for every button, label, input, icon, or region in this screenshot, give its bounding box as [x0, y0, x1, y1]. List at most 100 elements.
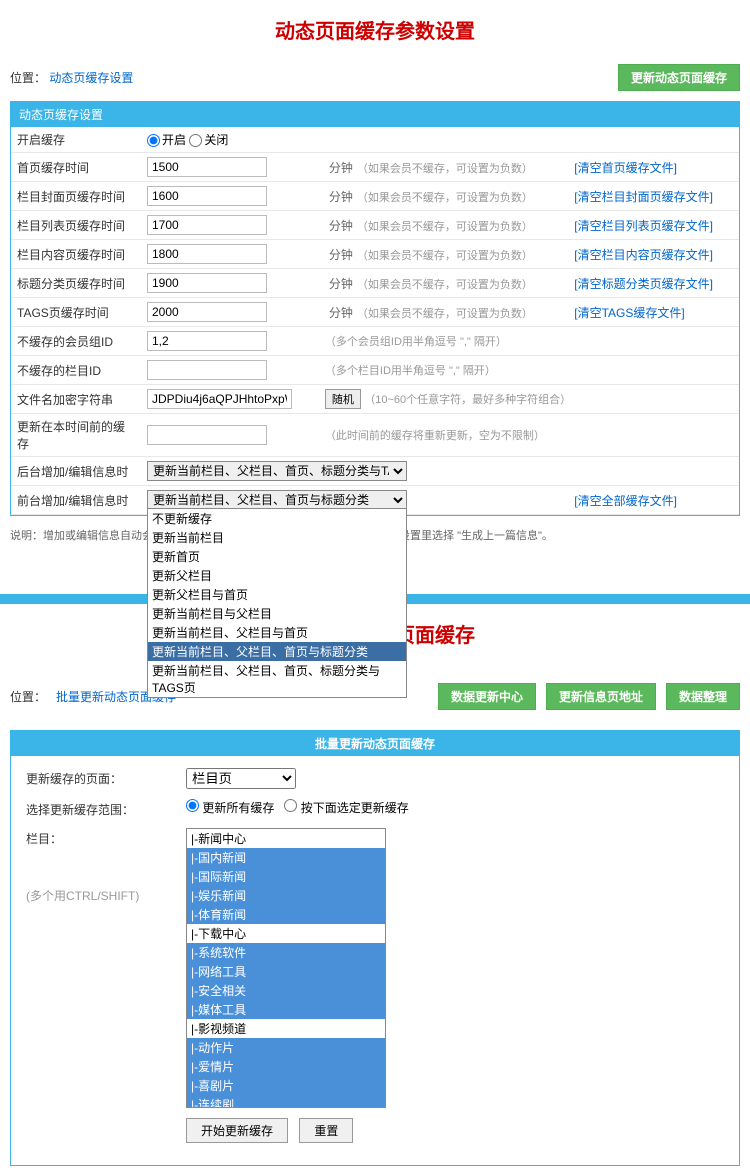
multiselect-item[interactable]: |-下载中心: [187, 924, 385, 943]
row-backend-label: 后台增加/编辑信息时: [11, 457, 141, 486]
breadcrumb2-label: 位置：: [10, 688, 46, 705]
clear-list-link[interactable]: [清空栏目列表页缓存文件]: [574, 219, 713, 233]
row-nocache-col-label: 不缓存的栏目ID: [11, 356, 141, 385]
dropdown-option[interactable]: 更新当前栏目、父栏目、首页与标题分类: [148, 642, 406, 661]
page-title-1: 动态页面缓存参数设置: [0, 0, 750, 59]
col-label-cell: 栏目： (多个用CTRL/SHIFT): [26, 828, 186, 904]
clear-home-link[interactable]: [清空首页缓存文件]: [574, 161, 677, 175]
settings-table: 开启缓存 开启 关闭 首页缓存时间 分钟 （如果会员不缓存，可设置为负数） [清空…: [11, 127, 739, 515]
cover-hint: （如果会员不缓存，可设置为负数）: [357, 192, 533, 204]
backend-select[interactable]: 更新当前栏目、父栏目、首页、标题分类与TAGS页: [147, 461, 407, 481]
multiselect-item[interactable]: |-喜剧片: [187, 1076, 385, 1095]
data-update-center-button[interactable]: 数据更新中心: [438, 683, 536, 710]
nocache-col-input[interactable]: [147, 360, 267, 380]
multiselect-item[interactable]: |-爱情片: [187, 1057, 385, 1076]
dropdown-option[interactable]: 更新首页: [148, 547, 406, 566]
list-input[interactable]: [147, 215, 267, 235]
start-update-button[interactable]: 开始更新缓存: [186, 1118, 288, 1143]
row-nocache-group-label: 不缓存的会员组ID: [11, 327, 141, 356]
frontend-select-wrapper: 更新当前栏目、父栏目、首页与标题分类 不更新缓存更新当前栏目更新首页更新父栏目更…: [147, 490, 562, 510]
multiselect-item[interactable]: |-体育新闻: [187, 905, 385, 924]
tags-hint: （如果会员不缓存，可设置为负数）: [357, 308, 533, 320]
breadcrumb-row-1: 位置： 动态页缓存设置 更新动态页面缓存: [0, 59, 750, 96]
dropdown-option[interactable]: 不更新缓存: [148, 509, 406, 528]
cover-input[interactable]: [147, 186, 267, 206]
radio-on[interactable]: [147, 134, 160, 147]
multiselect-item[interactable]: |-新闻中心: [187, 829, 385, 848]
row-frontend-label: 前台增加/编辑信息时: [11, 486, 141, 515]
dropdown-option[interactable]: 更新当前栏目与父栏目: [148, 604, 406, 623]
tag-unit: 分钟: [329, 277, 353, 291]
home-unit: 分钟: [329, 161, 353, 175]
update-info-url-button[interactable]: 更新信息页地址: [546, 683, 656, 710]
clear-all-link[interactable]: [清空全部缓存文件]: [574, 494, 677, 508]
multiselect-item[interactable]: |-国际新闻: [187, 867, 385, 886]
panel-header-1: 动态页缓存设置: [11, 102, 739, 127]
dropdown-option[interactable]: 更新当前栏目、父栏目、首页、标题分类与TAGS页: [148, 661, 406, 697]
breadcrumb-link-1[interactable]: 动态页缓存设置: [49, 71, 133, 85]
scope-all-label[interactable]: 更新所有缓存: [186, 801, 274, 815]
clear-cover-link[interactable]: [清空栏目封面页缓存文件]: [574, 190, 713, 204]
tags-unit: 分钟: [329, 306, 353, 320]
clear-content-link[interactable]: [清空栏目内容页缓存文件]: [574, 248, 713, 262]
row-enable-label: 开启缓存: [11, 127, 141, 153]
multiselect-item[interactable]: |-安全相关: [187, 981, 385, 1000]
multiselect-item[interactable]: |-网络工具: [187, 962, 385, 981]
frontend-select[interactable]: 更新当前栏目、父栏目、首页与标题分类: [147, 490, 407, 510]
radio-on-label[interactable]: 开启: [147, 133, 186, 147]
nocache-group-hint: （多个会员组ID用半角逗号 "," 隔开）: [325, 336, 507, 348]
content-input[interactable]: [147, 244, 267, 264]
radio-off[interactable]: [189, 134, 202, 147]
reset-button[interactable]: 重置: [299, 1118, 353, 1143]
multiselect-item[interactable]: |-连续剧: [187, 1095, 385, 1108]
dropdown-option[interactable]: 更新当前栏目: [148, 528, 406, 547]
multiselect-item[interactable]: |-国内新闻: [187, 848, 385, 867]
settings-panel: 动态页缓存设置 开启缓存 开启 关闭 首页缓存时间 分钟 （如果会员不缓存，可设置…: [10, 101, 740, 516]
row-tag-label: 标题分类页缓存时间: [11, 269, 141, 298]
cover-unit: 分钟: [329, 190, 353, 204]
nocache-group-input[interactable]: [147, 331, 267, 351]
row-home-label: 首页缓存时间: [11, 153, 141, 182]
home-hint: （如果会员不缓存，可设置为负数）: [357, 163, 533, 175]
scope-sel-radio[interactable]: [284, 799, 297, 812]
home-input[interactable]: [147, 157, 267, 177]
action-buttons-row: 数据更新中心 更新信息页地址 数据整理: [438, 683, 740, 710]
breadcrumb-1: 位置： 动态页缓存设置: [10, 69, 133, 86]
data-cleanup-button[interactable]: 数据整理: [666, 683, 740, 710]
dropdown-option[interactable]: 更新父栏目: [148, 566, 406, 585]
dropdown-option[interactable]: 更新当前栏目、父栏目与首页: [148, 623, 406, 642]
row-list-label: 栏目列表页缓存时间: [11, 211, 141, 240]
batch-panel: 批量更新动态页面缓存 更新缓存的页面： 栏目页 选择更新缓存范围： 更新所有缓存…: [10, 730, 740, 1166]
radio-off-label[interactable]: 关闭: [189, 133, 228, 147]
dropdown-option[interactable]: 更新父栏目与首页: [148, 585, 406, 604]
clear-tag-link[interactable]: [清空标题分类页缓存文件]: [574, 277, 713, 291]
scope-label: 选择更新缓存范围：: [26, 799, 186, 818]
frontend-dropdown-list[interactable]: 不更新缓存更新当前栏目更新首页更新父栏目更新父栏目与首页更新当前栏目与父栏目更新…: [147, 508, 407, 698]
tag-input[interactable]: [147, 273, 267, 293]
panel2-header: 批量更新动态页面缓存: [11, 731, 739, 756]
random-button[interactable]: 随机: [325, 389, 361, 409]
before-hint: （此时间前的缓存将重新更新，空为不限制）: [325, 430, 545, 442]
scope-all-radio[interactable]: [186, 799, 199, 812]
scope-sel-label[interactable]: 按下面选定更新缓存: [284, 801, 408, 815]
row-before-label: 更新在本时间前的缓存: [11, 414, 141, 457]
note-text: 说明：增加或编辑信息自动会更: [10, 530, 164, 542]
list-hint: （如果会员不缓存，可设置为负数）: [357, 221, 533, 233]
multiselect-item[interactable]: |-系统软件: [187, 943, 385, 962]
multiselect-item[interactable]: |-影视频道: [187, 1019, 385, 1038]
encrypt-input[interactable]: [147, 389, 292, 409]
page-type-select[interactable]: 栏目页: [186, 768, 296, 789]
row-content-label: 栏目内容页缓存时间: [11, 240, 141, 269]
content-hint: （如果会员不缓存，可设置为负数）: [357, 250, 533, 262]
before-input[interactable]: [147, 425, 267, 445]
section2-wrapper: 位置： 批量更新动态页面缓存 数据更新中心 更新信息页地址 数据整理 批量更新动…: [0, 663, 750, 1176]
list-unit: 分钟: [329, 219, 353, 233]
multiselect-item[interactable]: |-媒体工具: [187, 1000, 385, 1019]
content-unit: 分钟: [329, 248, 353, 262]
tags-input[interactable]: [147, 302, 267, 322]
clear-tags-link[interactable]: [清空TAGS缓存文件]: [574, 306, 684, 320]
multiselect-item[interactable]: |-动作片: [187, 1038, 385, 1057]
update-cache-button[interactable]: 更新动态页面缓存: [618, 64, 740, 91]
multiselect-item[interactable]: |-娱乐新闻: [187, 886, 385, 905]
column-multiselect[interactable]: |-新闻中心 |-国内新闻 |-国际新闻 |-娱乐新闻 |-体育新闻|-下载中心…: [186, 828, 386, 1108]
